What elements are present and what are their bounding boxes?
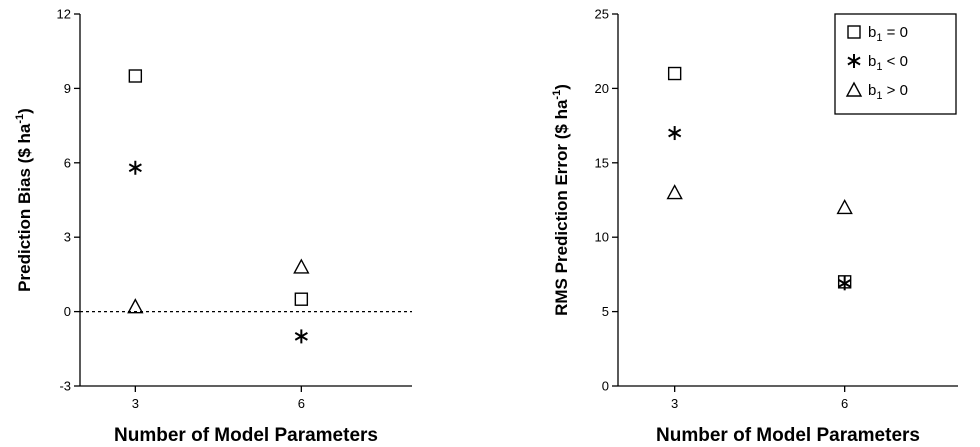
asterisk-stroke (668, 128, 682, 138)
data-point-square (667, 66, 682, 81)
y-tick-label: 10 (595, 230, 609, 245)
data-point-square (128, 69, 143, 83)
y-tick-label: 5 (602, 304, 609, 319)
rms-prediction-error-chart: 0 5 10 15 20 25 3 6 Number of Model Parameters RM… (551, 7, 958, 446)
data-point-asterisk (668, 126, 682, 141)
y-tick-label: 6 (64, 155, 71, 170)
y-axis-title-main: RMS Prediction Error ($ ha (552, 99, 571, 316)
y-tick-label: 20 (595, 81, 609, 96)
asterisk-stroke (847, 56, 861, 66)
legend-label: b1 < 0 (868, 53, 908, 73)
data-point-square (294, 292, 309, 306)
legend-label: b1 = 0 (868, 24, 908, 44)
y-axis-title-main: Prediction Bias ($ ha (15, 123, 34, 292)
legend-label-base: b (868, 82, 876, 99)
asterisk-stroke (128, 163, 142, 173)
data-point-triangle (666, 184, 683, 200)
y-tick-label: 25 (595, 7, 609, 22)
x-axis-title: Number of Model Parameters (114, 425, 378, 446)
legend-label-subscript: 1 (876, 90, 882, 102)
y-tick-label: -3 (59, 379, 71, 394)
x-tick-label: 6 (841, 396, 848, 411)
y-tick-label: 15 (595, 155, 609, 170)
legend-label-base: b (868, 24, 876, 41)
y-tick-label: 0 (64, 304, 71, 319)
y-axis-title-superscript: -1 (551, 90, 563, 100)
legend-label-rest: = 0 (882, 24, 907, 41)
data-point-triangle (836, 198, 853, 215)
data-point-asterisk (838, 276, 852, 291)
legend-label-subscript: 1 (876, 32, 882, 44)
legend-marker-square (847, 25, 861, 39)
y-tick-label: 3 (64, 230, 71, 245)
data-point-asterisk (294, 329, 308, 344)
y-axis-title-superscript: -1 (14, 114, 26, 124)
data-point-triangle (127, 298, 144, 314)
y-tick-label: 12 (57, 7, 71, 22)
legend-marker-asterisk (847, 54, 861, 68)
x-axis-title: Number of Model Parameters (656, 425, 920, 446)
x-tick-label: 3 (132, 396, 139, 411)
data-point-asterisk (128, 160, 142, 175)
y-axis-title: Prediction Bias ($ ha-1) (14, 108, 34, 292)
y-axis-title: RMS Prediction Error ($ ha-1) (551, 84, 571, 316)
y-axis-title-close: ) (15, 108, 34, 114)
data-point-triangle (293, 258, 310, 274)
legend-label-base: b (868, 53, 876, 70)
legend-label-rest: > 0 (882, 82, 907, 99)
y-tick-label: 0 (602, 379, 609, 394)
asterisk-stroke (294, 332, 308, 341)
asterisk-stroke (838, 278, 852, 288)
y-tick-label: 9 (64, 81, 71, 96)
y-axis-title-close: ) (552, 84, 571, 90)
legend-label-rest: < 0 (882, 53, 907, 70)
x-tick-label: 6 (298, 396, 305, 411)
x-tick-label: 3 (671, 396, 678, 411)
legend-label: b1 > 0 (868, 82, 908, 102)
legend-label-subscript: 1 (876, 61, 882, 73)
legend: b1 = 0b1 < 0b1 > 0 (834, 13, 957, 115)
legend-marker-triangle (845, 81, 863, 97)
prediction-bias-chart: -3 0 3 6 9 12 3 6 Number of Model Parameters Pred… (14, 7, 412, 446)
legend-box (834, 13, 957, 115)
